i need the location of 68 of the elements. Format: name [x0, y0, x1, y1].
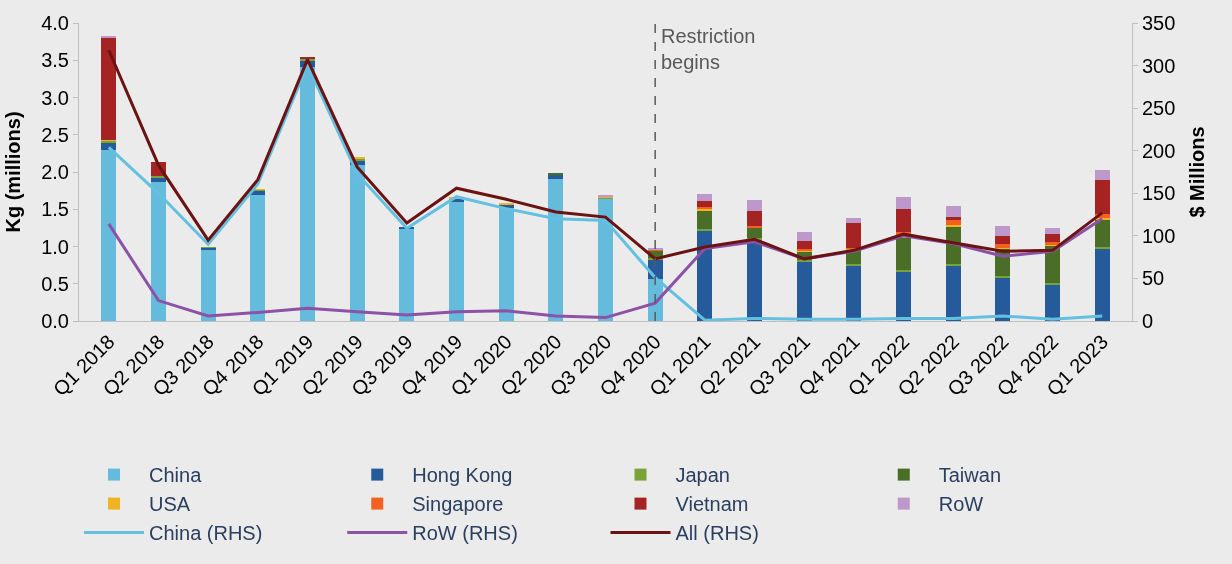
ref-line-label: Restriction begins	[661, 25, 756, 73]
y-tick-label: 1.5	[41, 198, 69, 221]
bar	[747, 200, 762, 211]
bar	[1094, 180, 1110, 214]
legend-label: China	[149, 464, 203, 487]
bar	[747, 210, 762, 226]
bar	[896, 208, 911, 233]
legend-label: Singapore	[412, 493, 504, 516]
y2-tick-label: 250	[1142, 97, 1176, 120]
y-tick-label: 0.0	[41, 310, 69, 332]
bar	[945, 263, 961, 266]
bar	[1094, 247, 1110, 250]
bar	[101, 37, 117, 140]
y2-axis-title: $ Millions	[1185, 126, 1208, 218]
legend-label: All (RHS)	[675, 522, 759, 545]
y-tick-label: 1.0	[41, 235, 69, 258]
y2-tick-label: 150	[1142, 182, 1176, 205]
legend-label: RoW	[938, 493, 984, 516]
bar	[548, 174, 564, 180]
legend-label: Vietnam	[675, 493, 749, 516]
y2-tick-label: 200	[1142, 139, 1176, 162]
bar	[1045, 233, 1060, 243]
bar	[1094, 249, 1110, 321]
y-tick-label: 3.5	[41, 49, 69, 72]
y2-tick-label: 350	[1142, 12, 1176, 34]
bar	[1094, 169, 1110, 181]
line-series	[107, 48, 1104, 261]
y-tick-label: 4.0	[41, 12, 69, 34]
bar	[747, 227, 762, 238]
bar	[896, 237, 911, 271]
bar	[796, 261, 812, 321]
bar	[697, 211, 713, 229]
bar	[896, 196, 911, 209]
y-tick-label: 3.0	[41, 86, 69, 109]
bar	[945, 265, 961, 321]
bar	[995, 277, 1011, 321]
legend-label: Hong Kong	[412, 464, 513, 487]
bar	[697, 201, 713, 208]
y2-tick-label: 300	[1142, 54, 1176, 77]
y-axis-title: Kg (millions)	[1, 111, 24, 233]
bar	[846, 265, 862, 321]
bar	[945, 224, 961, 227]
bar	[697, 194, 713, 202]
bar	[945, 220, 961, 225]
legend-label: Japan	[675, 464, 730, 487]
legend-label: RoW (RHS)	[412, 522, 518, 545]
y-tick-label: 2.0	[41, 161, 69, 183]
legend-label: USA	[149, 493, 191, 516]
y2-tick-label: 50	[1142, 267, 1165, 290]
y-tick-label: 2.5	[41, 123, 69, 146]
bar	[896, 271, 911, 321]
bar	[1094, 219, 1110, 248]
y2-tick-label: 0	[1142, 310, 1154, 332]
bar	[846, 223, 862, 248]
bar	[200, 250, 216, 321]
bar	[945, 205, 961, 217]
y-tick-label: 0.5	[41, 272, 69, 295]
bar	[796, 241, 812, 250]
y2-tick-label: 100	[1142, 224, 1176, 247]
bar	[846, 218, 862, 224]
bar	[995, 225, 1011, 237]
bar	[1045, 227, 1060, 234]
bar	[796, 232, 812, 242]
legend-label: China (RHS)	[149, 522, 263, 545]
legend-label: Taiwan	[938, 464, 1002, 487]
bar	[796, 259, 812, 262]
bar	[995, 236, 1011, 245]
bar	[1045, 284, 1060, 321]
